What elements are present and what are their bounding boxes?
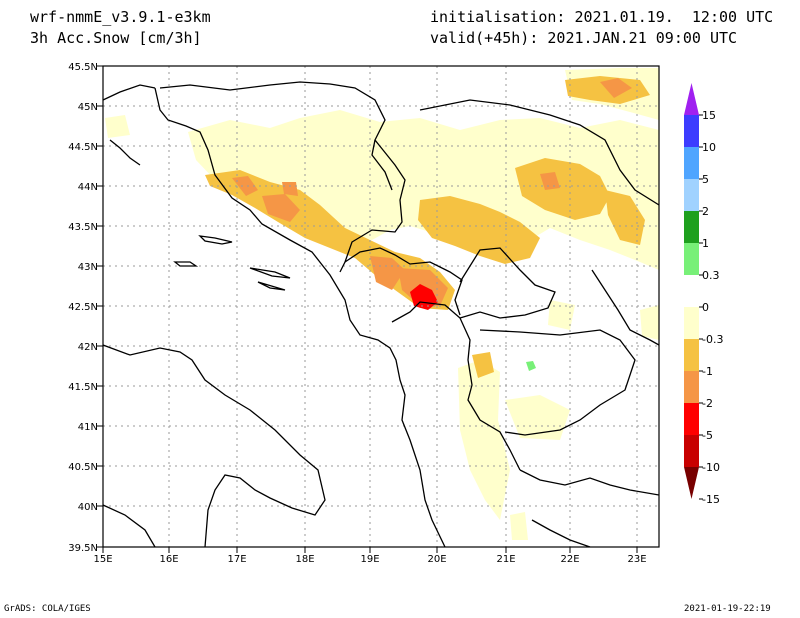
grid xyxy=(103,66,659,547)
colorbar-box xyxy=(684,179,699,211)
colorbar-label: 5 xyxy=(702,173,709,186)
lat-label: 40N xyxy=(78,502,98,513)
colorbar-arrow-top xyxy=(684,83,699,115)
colorbar-box xyxy=(684,435,699,467)
lon-label: 16E xyxy=(159,554,178,565)
colorbar-label: -1 xyxy=(702,365,713,378)
colorbar-box xyxy=(684,115,699,147)
lon-label: 22E xyxy=(560,554,579,565)
colorbar: 15 10 5 2 1 0.3 0 -0.3 -1 -2 -5 -10 -15 xyxy=(684,83,723,506)
colorbar-box xyxy=(684,275,699,307)
lat-label: 45N xyxy=(78,102,98,113)
colorbar-arrow-bottom xyxy=(684,467,699,499)
lon-label: 18E xyxy=(295,554,314,565)
lon-label: 19E xyxy=(360,554,379,565)
colorbar-label: 0 xyxy=(702,301,709,314)
lat-label: 43.5N xyxy=(68,222,98,233)
lat-label: 41N xyxy=(78,422,98,433)
colorbar-label: -15 xyxy=(702,493,720,506)
valid-time: valid(+45h): 2021.JAN.21 09:00 UTC xyxy=(430,29,738,47)
lat-label: 39.5N xyxy=(68,543,98,554)
footer-right: 2021-01-19-22:19 xyxy=(684,604,771,614)
colorbar-box xyxy=(684,307,699,339)
colorbar-box xyxy=(684,243,699,275)
lat-label: 41.5N xyxy=(68,382,98,393)
lon-label: 15E xyxy=(93,554,112,565)
lat-label: 45.5N xyxy=(68,62,98,73)
lon-label: 20E xyxy=(427,554,446,565)
lat-label: 42N xyxy=(78,342,98,353)
lat-label: 42.5N xyxy=(68,302,98,313)
init-time: initialisation: 2021.01.19. 12:00 UTC xyxy=(430,8,774,26)
colorbar-label: -5 xyxy=(702,429,713,442)
colorbar-box xyxy=(684,147,699,179)
coastlines-borders xyxy=(103,81,659,547)
colorbar-box xyxy=(684,403,699,435)
colorbar-label: 0.3 xyxy=(702,269,720,282)
lat-label: 44N xyxy=(78,182,98,193)
colorbar-label: -2 xyxy=(702,397,713,410)
snow-field xyxy=(105,68,659,540)
lat-label: 40.5N xyxy=(68,462,98,473)
colorbar-box xyxy=(684,371,699,403)
lon-label: 21E xyxy=(496,554,515,565)
colorbar-label: 1 xyxy=(702,237,709,250)
lat-label: 43N xyxy=(78,262,98,273)
colorbar-label: 2 xyxy=(702,205,709,218)
colorbar-label: 15 xyxy=(702,109,716,122)
colorbar-box xyxy=(684,211,699,243)
lon-label: 17E xyxy=(227,554,246,565)
lon-label: 23E xyxy=(627,554,646,565)
field-title: 3h Acc.Snow [cm/3h] xyxy=(30,29,202,47)
colorbar-label: 10 xyxy=(702,141,716,154)
colorbar-label: -0.3 xyxy=(702,333,723,346)
footer-left: GrADS: COLA/IGES xyxy=(4,604,91,614)
model-title: wrf-nmmE_v3.9.1-e3km xyxy=(30,8,211,26)
colorbar-box xyxy=(684,339,699,371)
colorbar-label: -10 xyxy=(702,461,720,474)
lat-label: 44.5N xyxy=(68,142,98,153)
